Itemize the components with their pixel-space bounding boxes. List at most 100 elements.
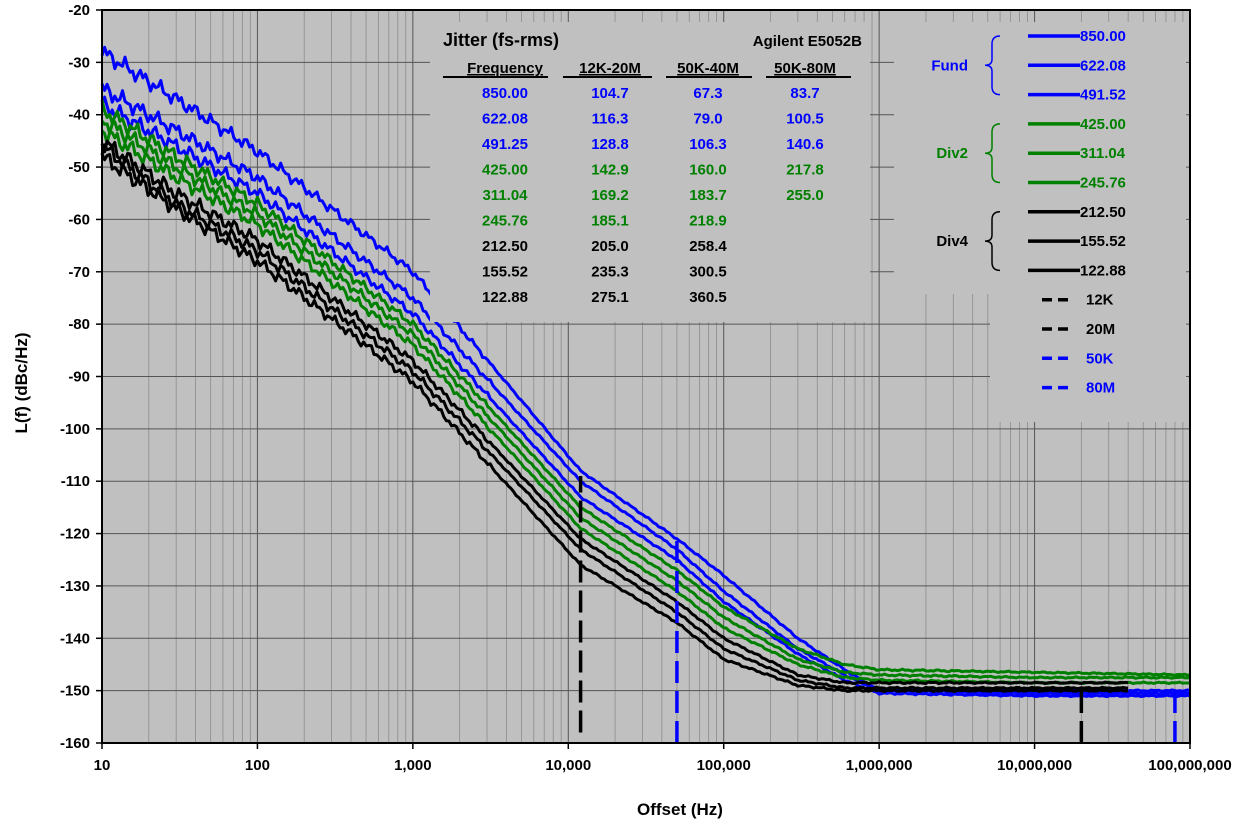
- legend-group-label: Div4: [936, 233, 968, 250]
- jitter-table-cell: 258.4: [689, 238, 727, 255]
- y-tick-label: -30: [68, 54, 90, 71]
- y-tick-label: -40: [68, 107, 90, 124]
- jitter-table-cell: 245.76: [482, 213, 528, 230]
- x-tick-label: 10: [94, 757, 111, 774]
- jitter-table-cell: 100.5: [786, 111, 824, 128]
- jitter-table-background: [430, 22, 870, 322]
- legend-label: 50K: [1086, 350, 1114, 367]
- axes: 10 100 1,000 10,000 100,000 1,000,000 10,000,0…: [60, 2, 1232, 774]
- jitter-table-cell: 205.0: [591, 238, 629, 255]
- y-tick-label: -140: [60, 630, 90, 647]
- marker-layer: [578, 475, 1177, 743]
- legend-label: 212.50: [1080, 204, 1126, 221]
- legend-label: 155.52: [1080, 233, 1126, 250]
- jitter-table-cell: 106.3: [689, 136, 727, 153]
- jitter-table-cell: 140.6: [786, 136, 824, 153]
- x-tick-label: 1,000: [394, 757, 432, 774]
- jitter-table-cell: 622.08: [482, 111, 528, 128]
- x-tick-label: 100: [245, 757, 270, 774]
- legend-background: [990, 22, 1186, 422]
- jitter-table-cell: 212.50: [482, 238, 528, 255]
- y-tick-label: -50: [68, 159, 90, 176]
- legend-label: 850.00: [1080, 28, 1126, 45]
- series-line: [100, 143, 1129, 691]
- jitter-table-cell: 122.88: [482, 289, 528, 306]
- x-tick-label: 10,000,000: [997, 757, 1072, 774]
- jitter-table-cell: 491.25: [482, 136, 528, 153]
- series-layer: [100, 45, 1191, 699]
- jitter-table-cell: 185.1: [591, 213, 629, 230]
- grid: [101, 9, 1191, 744]
- jitter-table-title: Jitter (fs-rms): [443, 30, 559, 50]
- series-line: [100, 99, 1191, 677]
- jitter-table-cell: 142.9: [591, 162, 629, 179]
- legend-label: 311.04: [1080, 145, 1126, 162]
- jitter-table-cell: 850.00: [482, 85, 528, 102]
- x-tick-label: 1,000,000: [846, 757, 913, 774]
- series-line: [100, 120, 1191, 680]
- y-tick-label: -130: [60, 578, 90, 595]
- legend-label: 20M: [1086, 321, 1115, 338]
- legend-group-background: [894, 22, 990, 294]
- jitter-table-cell: 83.7: [790, 85, 819, 102]
- y-tick-label: -150: [60, 683, 90, 700]
- y-tick-label: -90: [68, 369, 90, 386]
- legend-group-brace: [984, 35, 1001, 96]
- x-axis-label: Offset (Hz): [637, 800, 723, 819]
- jitter-table: Jitter (fs-rms) Agilent E5052B Frequency 12…: [430, 22, 870, 322]
- jitter-table-cell: 218.9: [689, 213, 727, 230]
- x-tick-label: 100,000,000: [1148, 757, 1231, 774]
- jitter-table-cell: 275.1: [591, 289, 629, 306]
- jitter-table-cell: 160.0: [689, 162, 727, 179]
- y-tick-label: -120: [60, 526, 90, 543]
- legend-label: 12K: [1086, 292, 1114, 309]
- series-line: [100, 82, 1190, 696]
- jitter-table-cell: 425.00: [482, 162, 528, 179]
- legend-group-brace: [984, 211, 1001, 272]
- jitter-table-header: 50K-40M: [677, 60, 739, 77]
- series-line: [100, 153, 1129, 694]
- jitter-table-cell: 235.3: [591, 264, 629, 281]
- jitter-table-cell: 360.5: [689, 289, 727, 306]
- y-tick-label: -20: [68, 2, 90, 19]
- jitter-table-cell: 116.3: [592, 111, 629, 128]
- legend-group-brace: [984, 123, 1001, 184]
- jitter-table-header: 50K-80M: [774, 60, 836, 77]
- jitter-table-header: 12K-20M: [579, 60, 641, 77]
- legend-label: 425.00: [1080, 116, 1126, 133]
- y-tick-label: -80: [68, 316, 90, 333]
- legend-group-label: Div2: [936, 145, 968, 162]
- y-tick-label: -100: [60, 421, 90, 438]
- jitter-table-cell: 255.0: [786, 187, 824, 204]
- jitter-table-instrument: Agilent E5052B: [753, 33, 862, 50]
- jitter-table-cell: 79.0: [693, 111, 722, 128]
- legend-group-label: Fund: [931, 57, 968, 74]
- jitter-table-cell: 104.7: [591, 85, 629, 102]
- legend-label: 122.88: [1080, 262, 1126, 279]
- jitter-table-cell: 128.8: [591, 136, 629, 153]
- legend-label: 491.52: [1080, 87, 1126, 104]
- y-axis-label: L(f) (dBc/Hz): [12, 332, 31, 433]
- y-tick-label: -70: [68, 264, 90, 281]
- y-tick-label: -110: [61, 473, 90, 490]
- jitter-table-cell: 155.52: [482, 264, 528, 281]
- series-line: [100, 139, 1129, 686]
- jitter-table-cell: 169.2: [591, 187, 629, 204]
- legend-label: 622.08: [1080, 57, 1126, 74]
- legend-label: 245.76: [1080, 175, 1126, 192]
- jitter-table-cell: 67.3: [693, 85, 722, 102]
- y-tick-label: -60: [68, 211, 90, 228]
- jitter-table-cell: 300.5: [689, 264, 727, 281]
- jitter-table-cell: 311.04: [482, 187, 528, 204]
- jitter-table-header: Frequency: [467, 60, 544, 77]
- jitter-table-cell: 183.7: [689, 187, 727, 204]
- y-tick-label: -160: [60, 735, 90, 752]
- jitter-table-cell: 217.8: [786, 162, 824, 179]
- x-tick-label: 10,000: [545, 757, 591, 774]
- legend-label: 80M: [1086, 380, 1115, 397]
- legend: 850.00 622.08 491.52 425.00 311.04 245.76 212.…: [894, 22, 1186, 422]
- x-tick-label: 100,000: [697, 757, 751, 774]
- series-line: [100, 95, 1191, 699]
